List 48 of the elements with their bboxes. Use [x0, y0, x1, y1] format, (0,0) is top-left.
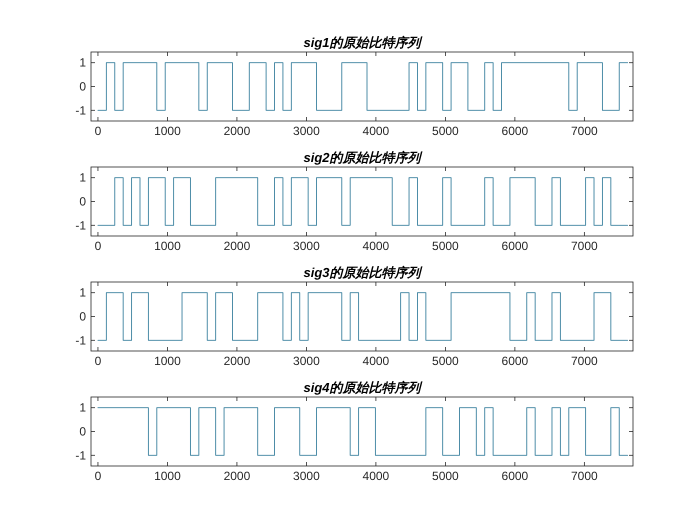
y-tick-label: 1 [79, 56, 86, 70]
x-tick-label: 3000 [293, 354, 320, 368]
x-tick-label: 0 [94, 239, 102, 253]
x-tick-label: 7000 [571, 469, 598, 483]
x-tick-label: 0 [94, 124, 102, 138]
y-tick-label: 0 [79, 310, 86, 324]
chart-title: sig2的原始比特序列 [303, 150, 424, 165]
x-tick-label: 5000 [432, 124, 460, 138]
x-tick-label: 3000 [293, 239, 320, 253]
x-tick-label: 5000 [432, 469, 460, 483]
x-tick-label: 1000 [154, 239, 182, 253]
y-tick-label: 0 [79, 424, 86, 438]
x-tick-label: 7000 [571, 124, 598, 138]
chart-title: sig4的原始比特序列 [303, 380, 424, 395]
x-tick-label: 2000 [224, 124, 251, 138]
y-tick-label: 1 [79, 400, 86, 415]
x-tick-label: 2000 [224, 469, 251, 483]
x-tick-label: 4000 [362, 124, 390, 138]
x-tick-label: 7000 [571, 239, 598, 253]
x-tick-label: 4000 [362, 239, 390, 253]
y-tick-label: -1 [75, 448, 86, 462]
y-tick-label: -1 [75, 218, 86, 232]
x-tick-label: 6000 [502, 354, 529, 368]
x-tick-label: 2000 [224, 354, 251, 368]
x-tick-label: 6000 [502, 469, 529, 483]
x-tick-label: 0 [94, 354, 102, 368]
x-tick-label: 1000 [154, 124, 182, 138]
y-tick-label: 1 [79, 170, 86, 185]
y-tick-label: -1 [75, 103, 86, 118]
x-tick-label: 4000 [362, 354, 390, 368]
y-tick-label: -1 [75, 333, 86, 348]
y-tick-label: 0 [79, 80, 86, 94]
y-tick-label: 1 [79, 286, 86, 300]
chart-title: sig3的原始比特序列 [303, 265, 424, 280]
chart-title: sig1的原始比特序列 [303, 35, 424, 50]
x-tick-label: 0 [94, 469, 102, 483]
x-tick-label: 3000 [293, 469, 320, 483]
x-tick-label: 6000 [502, 124, 529, 138]
x-tick-label: 4000 [362, 469, 390, 483]
x-tick-label: 2000 [224, 239, 251, 253]
x-tick-label: 1000 [154, 354, 182, 368]
x-tick-label: 5000 [432, 239, 460, 253]
x-tick-label: 5000 [432, 354, 460, 368]
x-tick-label: 3000 [293, 124, 320, 138]
x-tick-label: 7000 [571, 354, 598, 368]
y-tick-label: 0 [79, 194, 86, 208]
x-tick-label: 6000 [502, 239, 529, 253]
x-tick-label: 1000 [154, 469, 182, 483]
